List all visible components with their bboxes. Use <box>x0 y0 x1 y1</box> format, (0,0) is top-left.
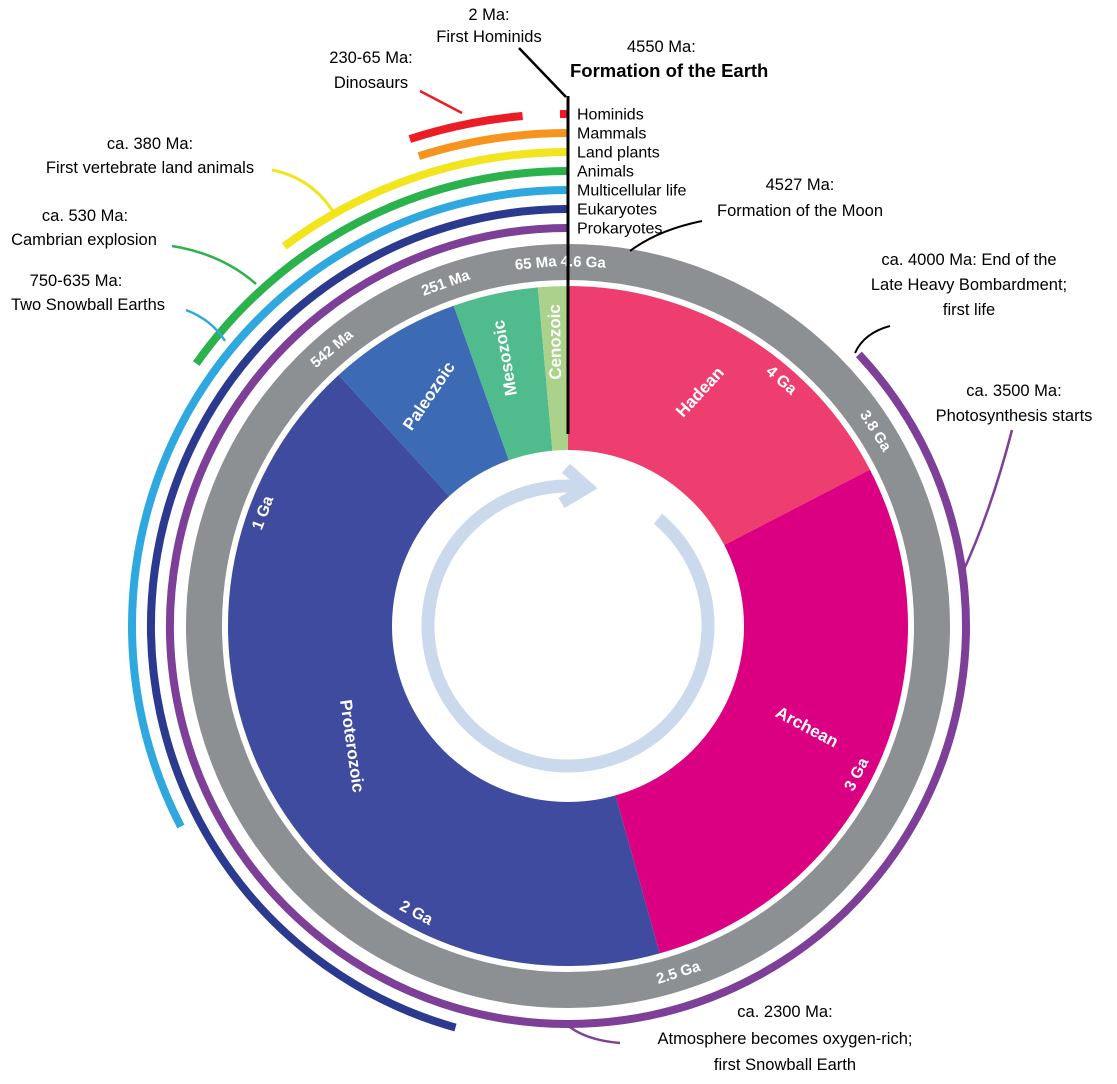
annotation-snowballs: 750-635 Ma: Two Snowball Earths <box>11 272 225 341</box>
annotation-text-cambrian-0: ca. 530 Ma: <box>42 207 128 225</box>
annotation-text-oxygen-2: first Snowball Earth <box>714 1056 856 1074</box>
annotation-text-cambrian-1: Cambrian explosion <box>11 231 157 249</box>
annotation-text-moon-0: 4527 Ma: <box>766 176 835 194</box>
annotation-text-photosynthesis-1: Photosynthesis starts <box>936 407 1093 425</box>
leader-line-cambrian <box>172 246 256 284</box>
legend-label-hominids: Hominids <box>577 107 644 124</box>
annotation-text-dinosaurs-0: 230-65 Ma: <box>329 49 412 67</box>
annotation-dinosaurs: 230-65 Ma: Dinosaurs <box>329 49 462 113</box>
leader-line-dinosaurs <box>420 91 462 113</box>
annotation-text-formation-earth-0: 4550 Ma: <box>627 38 696 56</box>
annotation-formation-earth: 4550 Ma: Formation of the Earth <box>570 38 768 81</box>
annotation-text-moon-1: Formation of the Moon <box>717 202 883 220</box>
annotation-text-photosynthesis-0: ca. 3500 Ma: <box>966 382 1061 400</box>
legend-label-animals: Animals <box>577 164 634 181</box>
leader-line-photosynthesis <box>960 430 1012 578</box>
era-label-cenozoic: Cenozoic <box>545 304 565 380</box>
annotation-text-hominids-0: 2 Ma: <box>468 6 509 24</box>
legend-label-mammals: Mammals <box>577 126 646 143</box>
legend-label-prokaryotes: Prokaryotes <box>577 221 662 238</box>
annotation-text-vertebrates-0: ca. 380 Ma: <box>107 135 193 153</box>
annotation-text-snowballs-1: Two Snowball Earths <box>11 296 165 314</box>
annotation-text-formation-earth-1: Formation of the Earth <box>570 60 768 81</box>
annotation-text-oxygen-1: Atmosphere becomes oxygen-rich; <box>658 1030 913 1048</box>
legend-label-eukaryotes: Eukaryotes <box>577 202 657 219</box>
leader-line-lhb <box>855 326 890 353</box>
legend-label-land-plants: Land plants <box>577 145 660 162</box>
leader-line-vertebrates <box>272 170 334 213</box>
legend-label-multicellular: Multicellular life <box>577 183 686 200</box>
annotation-oxygen: ca. 2300 Ma: Atmosphere becomes oxygen-ri… <box>566 1003 912 1074</box>
annotation-text-snowballs-0: 750-635 Ma: <box>30 272 123 290</box>
annotation-hominids: 2 Ma: First Hominids <box>436 6 566 97</box>
annotation-vertebrates: ca. 380 Ma: First vertebrate land animals <box>46 135 334 213</box>
annotation-text-vertebrates-1: First vertebrate land animals <box>46 159 254 177</box>
annotation-text-oxygen-0: ca. 2300 Ma: <box>737 1003 832 1021</box>
annotation-text-lhb-2: first life <box>943 301 995 319</box>
annotation-text-lhb-0: ca. 4000 Ma: End of the <box>881 251 1056 269</box>
annotation-text-hominids-1: First Hominids <box>436 28 541 46</box>
annotation-text-lhb-1: Late Heavy Bombardment; <box>871 276 1067 294</box>
annotation-text-dinosaurs-1: Dinosaurs <box>334 74 408 92</box>
leader-line-hominids <box>519 48 566 97</box>
annotation-lhb: ca. 4000 Ma: End of the Late Heavy Bombar… <box>855 251 1067 353</box>
